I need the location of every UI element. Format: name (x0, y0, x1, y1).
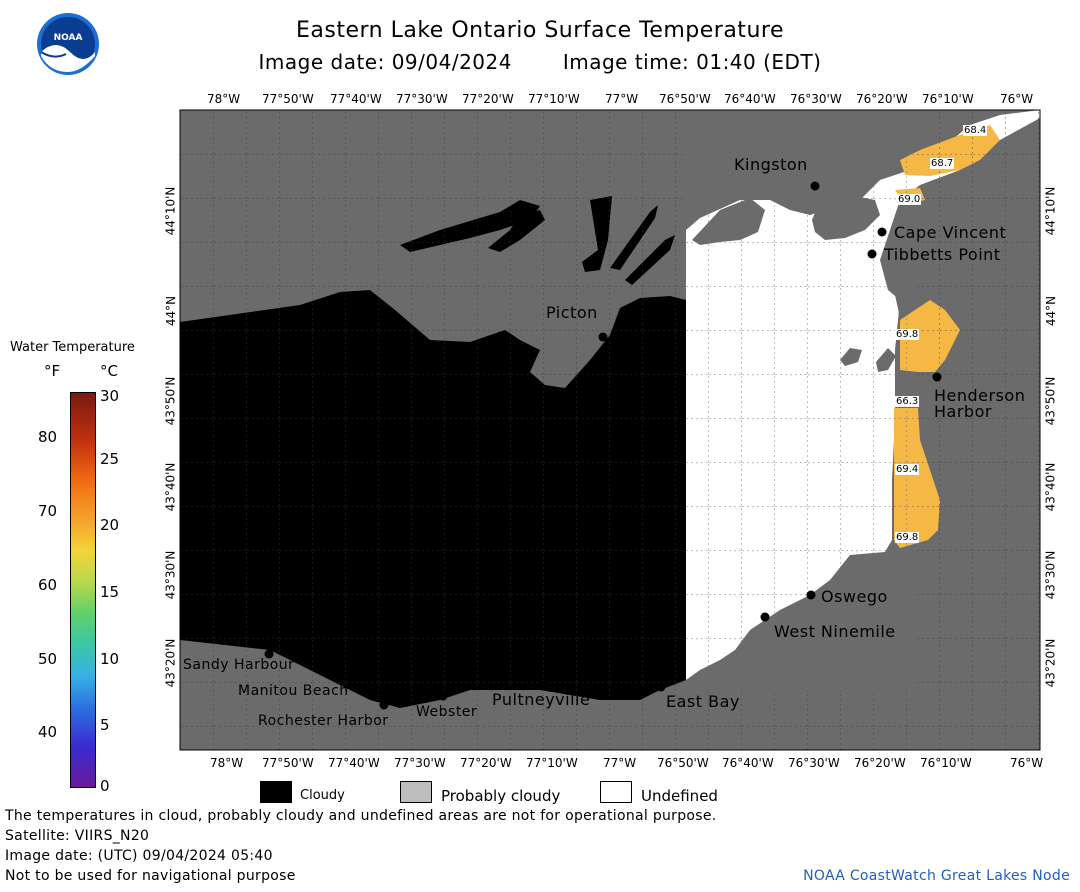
scale-unit-f: °F (44, 362, 61, 380)
image-datetime: Image date: 09/04/2024 Image time: 01:40… (0, 50, 1080, 74)
top-lon-label: 77°10'W (528, 92, 580, 106)
legend-cloudy-label: Cloudy (300, 788, 345, 803)
top-lon-label: 77°W (605, 92, 639, 106)
bottom-lon-label: 77°40'W (328, 756, 380, 770)
place-west-ninemile: West Ninemile (774, 622, 896, 641)
noaa-logo-icon: NOAA (37, 13, 99, 75)
navigation-warning: Not to be used for navigational purpose (5, 868, 296, 884)
bottom-lon-label: 77°50'W (262, 756, 314, 770)
bottom-lon-label: 78°W (210, 756, 244, 770)
place-manitou-beach: Manitou Beach (238, 683, 349, 699)
scale-c-tick: 30 (100, 387, 120, 405)
rochester-harbor-marker (379, 700, 389, 710)
bottom-lon-label: 77°30'W (394, 756, 446, 770)
top-lon-label: 76°30'W (790, 92, 842, 106)
place-pultneyville: Pultneyville (492, 690, 591, 709)
temp-label: 69.8 (895, 329, 920, 340)
credit-text: NOAA CoastWatch Great Lakes Node (803, 868, 1070, 884)
temp-label: 68.4 (963, 125, 988, 136)
place-sandy-harbour: Sandy Harbour (183, 657, 295, 673)
bottom-lon-label: 76°W (1010, 756, 1044, 770)
location-markers (264, 181, 942, 710)
page-title: Eastern Lake Ontario Surface Temperature (296, 18, 784, 43)
legend-probably-cloudy-label: Probably cloudy (441, 787, 561, 805)
scale-f-tick: 40 (38, 723, 58, 741)
scale-f-tick: 70 (38, 502, 58, 520)
tibbetts-point-marker (867, 249, 877, 259)
scale-c-tick: 25 (100, 450, 120, 468)
utc-date-text: Image date: (UTC) 09/04/2024 05:40 (5, 848, 273, 864)
place-kingston: Kingston (734, 155, 808, 174)
scale-unit-c: °C (100, 362, 118, 380)
temp-label: 66.3 (895, 396, 920, 407)
top-lon-label: 77°30'W (396, 92, 448, 106)
noaa-logo-text: NOAA (54, 33, 83, 43)
place-east-bay: East Bay (666, 692, 740, 711)
bottom-lon-label: 76°40'W (722, 756, 774, 770)
scale-title: Water Temperature (10, 340, 135, 355)
place-henderson-harbor-line2: Harbor (934, 402, 992, 421)
temp-label: 68.7 (930, 158, 955, 169)
henderson-harbor-marker (932, 372, 942, 382)
webster-marker (438, 691, 448, 701)
legend-probably-cloudy-swatch (400, 781, 432, 803)
scale-c-tick: 5 (100, 716, 110, 734)
bottom-lon-label: 77°10'W (526, 756, 578, 770)
top-lon-label: 77°40'W (330, 92, 382, 106)
place-rochester-harbor: Rochester Harbor (258, 713, 389, 729)
satellite-text: Satellite: VIIRS_N20 (5, 828, 150, 844)
image-time: Image time: 01:40 (EDT) (562, 50, 822, 74)
legend-undefined-swatch (600, 781, 632, 803)
bottom-lon-label: 77°20'W (460, 756, 512, 770)
top-lon-label: 76°10'W (922, 92, 974, 106)
disclaimer-text: The temperatures in cloud, probably clou… (5, 808, 717, 824)
bottom-lon-label: 76°50'W (657, 756, 709, 770)
scale-c-tick: 15 (100, 583, 120, 601)
temperature-colorbar (70, 392, 96, 788)
west-ninemile-marker (760, 612, 770, 622)
east-bay-marker (656, 682, 666, 692)
scale-f-tick: 50 (38, 650, 58, 668)
top-lon-label: 76°W (1000, 92, 1034, 106)
noaa-logo: NOAA (36, 12, 100, 76)
image-date: Image date: 09/04/2024 (258, 50, 512, 74)
top-lon-label: 77°50'W (262, 92, 314, 106)
place-oswego: Oswego (821, 587, 888, 606)
bottom-lon-label: 76°30'W (788, 756, 840, 770)
legend-cloudy-swatch (260, 781, 292, 803)
kingston-marker (810, 181, 820, 191)
top-lon-label: 78°W (207, 92, 241, 106)
scale-c-tick: 20 (100, 516, 120, 534)
cape-vincent-marker (877, 227, 887, 237)
temp-label: 69.8 (895, 532, 920, 543)
place-tibbetts-point: Tibbetts Point (884, 245, 1001, 264)
scale-c-tick: 10 (100, 650, 120, 668)
place-webster: Webster (416, 704, 478, 720)
picton-marker (598, 332, 608, 342)
place-henderson-harbor-line1: Henderson (934, 386, 1026, 405)
pultneyville-marker (540, 680, 550, 690)
east-bay-marker-2 (636, 688, 646, 698)
map-border (179, 109, 1041, 751)
sandy-harbour-marker (264, 649, 274, 659)
bottom-lon-label: 76°20'W (854, 756, 906, 770)
map-grid-light (686, 110, 916, 690)
oswego-marker (806, 590, 816, 600)
place-cape-vincent: Cape Vincent (894, 223, 1007, 242)
scale-f-tick: 60 (38, 576, 58, 594)
top-lon-label: 76°20'W (856, 92, 908, 106)
top-lon-label: 77°20'W (462, 92, 514, 106)
top-lon-label: 76°50'W (659, 92, 711, 106)
temp-label: 69.4 (895, 464, 920, 475)
temp-label: 69.0 (897, 194, 922, 205)
legend-undefined-label: Undefined (641, 787, 718, 805)
scale-f-tick: 80 (38, 428, 58, 446)
top-lon-label: 76°40'W (724, 92, 776, 106)
bottom-lon-label: 76°10'W (920, 756, 972, 770)
place-picton: Picton (546, 303, 598, 322)
scale-c-tick: 0 (100, 777, 110, 795)
bottom-lon-label: 77°W (603, 756, 637, 770)
